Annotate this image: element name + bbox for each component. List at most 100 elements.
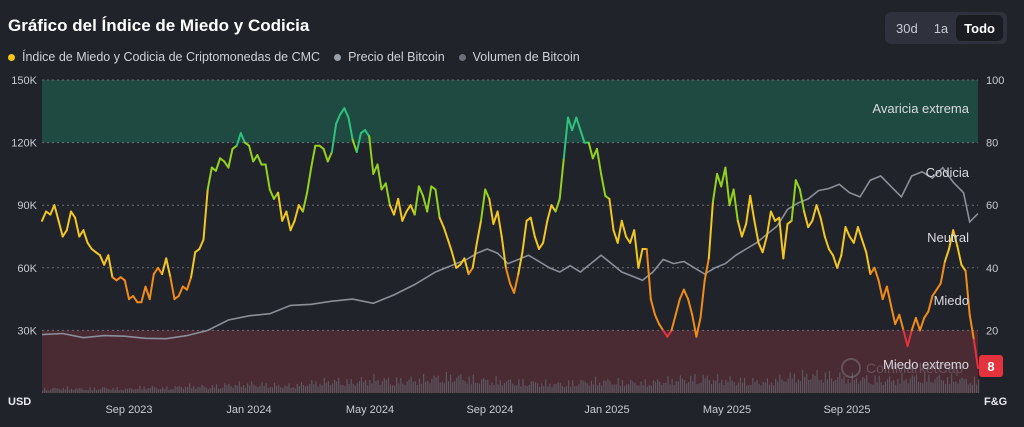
y-left-tick-label: 60K [17, 263, 37, 275]
volume-bar [400, 377, 402, 393]
volume-bar [677, 381, 679, 393]
volume-bar [497, 384, 499, 393]
volume-bar [292, 387, 294, 393]
volume-bar [878, 375, 880, 393]
volume-bar [377, 380, 379, 393]
volume-bar [686, 383, 688, 393]
legend-item-fear-greed[interactable]: Índice de Miedo y Codicia de Criptomoned… [8, 50, 320, 64]
volume-bar [555, 383, 557, 393]
fear-greed-segment [666, 329, 673, 338]
fear-greed-segment [426, 185, 433, 213]
fear-greed-segment [57, 219, 64, 238]
volume-bar [234, 384, 236, 393]
volume-bar [787, 378, 789, 393]
fear-greed-segment [695, 316, 702, 338]
fear-greed-segment [504, 266, 511, 285]
fear-greed-segment [575, 116, 582, 132]
volume-bar [238, 381, 240, 393]
volume-bar [199, 387, 201, 393]
fear-greed-segment [480, 188, 487, 222]
volume-bar [354, 385, 356, 393]
fear-greed-segment [807, 219, 814, 229]
volume-bar [503, 382, 505, 393]
volume-bar [957, 383, 959, 393]
volume-bar [398, 383, 400, 393]
legend-label: Índice de Miedo y Codicia de Criptomoned… [22, 50, 321, 64]
volume-bar [325, 382, 327, 393]
volume-bar [164, 389, 166, 393]
volume-bar [870, 383, 872, 393]
fear-greed-segment [393, 197, 400, 216]
volume-bar [456, 377, 458, 393]
volume-bar [402, 383, 404, 393]
fear-greed-segment [840, 226, 847, 257]
legend-item-btc-volume[interactable]: Volumen de Bitcoin [458, 50, 580, 64]
volume-bar [783, 381, 785, 393]
x-tick-label: Jan 2025 [584, 404, 629, 416]
volume-bar [70, 388, 73, 393]
volume-bar [244, 387, 247, 393]
fear-greed-segment [662, 329, 669, 338]
volume-bar [278, 384, 280, 393]
volume-bar [833, 381, 835, 393]
volume-bar [383, 378, 385, 393]
fear-greed-segment [964, 269, 971, 316]
volume-bar [97, 389, 100, 393]
fear-greed-segment [720, 166, 727, 188]
fear-greed-segment [972, 338, 979, 369]
volume-bar [520, 386, 522, 393]
fear-greed-segment [339, 107, 346, 116]
volume-bar [806, 373, 808, 393]
legend-item-btc-price[interactable]: Precio del Bitcoin [334, 50, 445, 64]
volume-bar [688, 382, 690, 393]
volume-bar [50, 389, 52, 393]
volume-bar [356, 383, 358, 393]
fear-greed-segment [558, 157, 565, 200]
volume-bar [371, 383, 373, 393]
volume-bar [369, 379, 371, 393]
volume-bar [932, 382, 934, 393]
volume-bar [122, 390, 124, 393]
volume-bar [433, 375, 435, 393]
fear-greed-segment [927, 295, 934, 313]
range-1y-button[interactable]: 1a [933, 20, 949, 36]
coinmarketcap-logo-icon [841, 358, 861, 378]
range-all-button[interactable]: Todo [956, 15, 1003, 41]
current-value: 8 [987, 359, 994, 374]
volume-bar [302, 385, 305, 393]
fear-greed-segment [608, 197, 615, 232]
volume-bar [936, 376, 938, 393]
volume-bar [661, 384, 663, 393]
volume-bar [874, 375, 876, 393]
volume-bar [271, 387, 274, 393]
volume-bar [193, 386, 195, 393]
volume-bar [944, 383, 947, 393]
fear-greed-segment [728, 188, 735, 207]
volume-bar [917, 381, 920, 393]
volume-bar [934, 379, 936, 393]
fear-greed-segment [376, 163, 383, 191]
fear-greed-segment [790, 179, 797, 222]
volume-bar [489, 384, 491, 393]
volume-bar [327, 381, 329, 393]
fear-greed-segment [943, 248, 950, 263]
range-30d-button[interactable]: 30d [896, 20, 918, 36]
volume-bar [924, 372, 926, 393]
fear-greed-segment [422, 194, 429, 213]
volume-bar [126, 388, 129, 393]
fear-greed-segment [161, 257, 168, 276]
fear-greed-segment [579, 129, 586, 144]
fear-greed-segment [322, 147, 329, 163]
fear-greed-segment [293, 204, 300, 222]
fear-greed-segment [202, 188, 209, 241]
volume-bar [857, 383, 860, 393]
volume-bar [273, 382, 276, 393]
fear-greed-segment [699, 279, 706, 319]
fear-greed-segment [885, 285, 892, 307]
fear-greed-segment [355, 132, 362, 153]
y-right-tick-label: 40 [986, 263, 998, 275]
volume-bar [315, 381, 317, 393]
volume-bar [565, 386, 568, 393]
fear-greed-segment [384, 182, 391, 207]
